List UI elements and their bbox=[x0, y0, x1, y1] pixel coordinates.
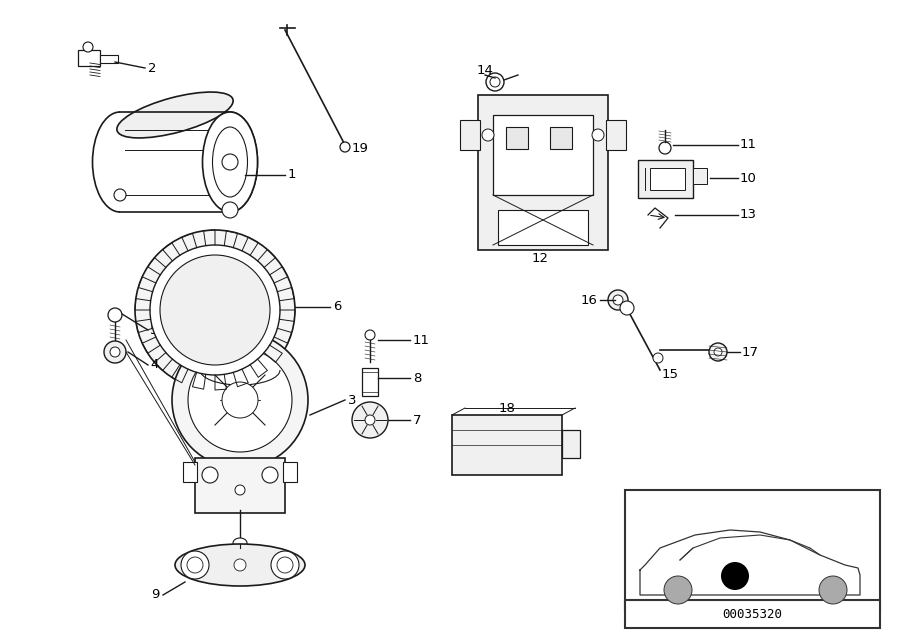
Circle shape bbox=[202, 467, 218, 483]
Text: 6: 6 bbox=[333, 300, 341, 314]
Text: 17: 17 bbox=[742, 345, 759, 359]
Circle shape bbox=[819, 576, 847, 604]
Text: 00035320: 00035320 bbox=[722, 608, 782, 620]
Circle shape bbox=[592, 129, 604, 141]
Text: 11: 11 bbox=[740, 138, 757, 152]
Text: 5: 5 bbox=[150, 323, 158, 337]
Text: 12: 12 bbox=[532, 251, 548, 265]
Circle shape bbox=[135, 230, 295, 390]
Circle shape bbox=[172, 332, 308, 468]
Text: 11: 11 bbox=[413, 333, 430, 347]
Bar bbox=[638, 160, 693, 198]
Circle shape bbox=[83, 42, 93, 52]
Circle shape bbox=[365, 415, 375, 425]
Circle shape bbox=[490, 77, 500, 87]
Circle shape bbox=[222, 382, 258, 418]
Text: 18: 18 bbox=[499, 401, 516, 415]
Text: 9: 9 bbox=[151, 589, 160, 601]
Bar bbox=[460, 120, 480, 150]
Circle shape bbox=[262, 467, 278, 483]
Text: 7: 7 bbox=[413, 413, 421, 427]
Text: 15: 15 bbox=[662, 368, 679, 382]
Circle shape bbox=[222, 154, 238, 170]
Bar bbox=[506, 127, 528, 149]
Ellipse shape bbox=[212, 127, 248, 197]
Circle shape bbox=[108, 308, 122, 322]
Bar bbox=[78, 50, 100, 66]
Text: 14: 14 bbox=[477, 64, 493, 76]
Bar bbox=[562, 430, 580, 458]
Bar bbox=[362, 368, 378, 396]
Ellipse shape bbox=[202, 112, 257, 212]
Circle shape bbox=[271, 551, 299, 579]
Circle shape bbox=[653, 353, 663, 363]
Circle shape bbox=[188, 348, 292, 452]
Circle shape bbox=[714, 348, 722, 356]
Circle shape bbox=[721, 562, 749, 590]
Circle shape bbox=[114, 189, 126, 201]
Circle shape bbox=[709, 343, 727, 361]
Bar bbox=[550, 127, 572, 149]
Text: 4: 4 bbox=[150, 359, 158, 371]
Text: 1: 1 bbox=[288, 168, 296, 182]
Circle shape bbox=[620, 301, 634, 315]
Circle shape bbox=[234, 559, 246, 571]
Text: 10: 10 bbox=[740, 171, 757, 185]
Circle shape bbox=[664, 576, 692, 604]
Text: 3: 3 bbox=[348, 394, 356, 406]
Bar bbox=[693, 168, 707, 184]
Bar bbox=[498, 210, 588, 245]
Circle shape bbox=[181, 551, 209, 579]
Circle shape bbox=[613, 295, 623, 305]
Circle shape bbox=[352, 402, 388, 438]
Circle shape bbox=[222, 202, 238, 218]
Circle shape bbox=[150, 245, 280, 375]
Circle shape bbox=[365, 330, 375, 340]
Text: 2: 2 bbox=[148, 62, 157, 74]
Bar bbox=[183, 462, 197, 482]
Circle shape bbox=[340, 142, 350, 152]
Circle shape bbox=[187, 557, 203, 573]
Text: 8: 8 bbox=[413, 371, 421, 385]
Circle shape bbox=[235, 485, 245, 495]
Ellipse shape bbox=[117, 92, 233, 138]
Circle shape bbox=[160, 255, 270, 365]
Circle shape bbox=[659, 142, 671, 154]
Circle shape bbox=[486, 73, 504, 91]
Bar bbox=[493, 115, 593, 195]
Circle shape bbox=[482, 129, 494, 141]
Text: 16: 16 bbox=[580, 293, 597, 307]
Circle shape bbox=[277, 557, 293, 573]
Bar bbox=[100, 55, 118, 63]
Bar bbox=[606, 120, 626, 150]
Circle shape bbox=[110, 347, 120, 357]
Bar bbox=[195, 458, 285, 513]
Bar bbox=[625, 600, 880, 628]
Bar bbox=[452, 415, 562, 475]
Circle shape bbox=[608, 290, 628, 310]
Text: 19: 19 bbox=[352, 142, 369, 154]
Ellipse shape bbox=[233, 538, 247, 548]
Text: 13: 13 bbox=[740, 208, 757, 222]
Circle shape bbox=[104, 341, 126, 363]
Bar bbox=[625, 490, 880, 610]
Bar bbox=[650, 168, 685, 190]
Ellipse shape bbox=[175, 544, 305, 586]
Bar bbox=[283, 462, 297, 482]
Bar bbox=[478, 95, 608, 250]
